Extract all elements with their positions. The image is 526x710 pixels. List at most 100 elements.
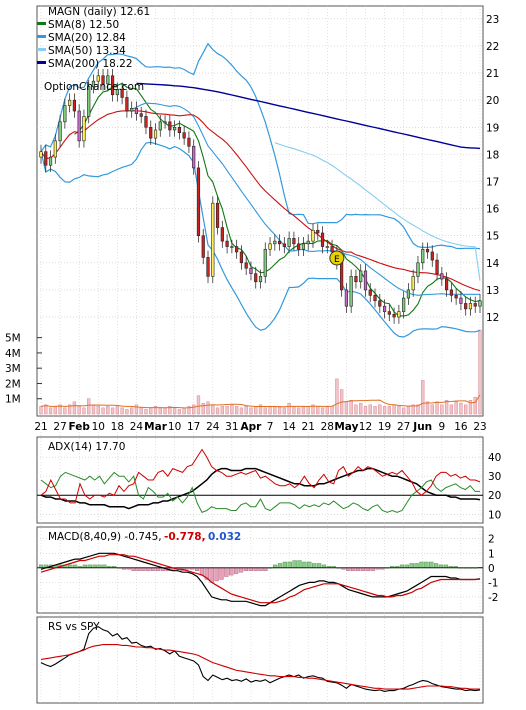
volume-bar (440, 404, 444, 415)
volume-bar (249, 407, 253, 415)
adx-tick-label: 40 (488, 452, 501, 464)
macd-histogram-bar (238, 567, 244, 573)
candle-body (430, 251, 434, 261)
volume-bar (115, 406, 120, 415)
macd-line-signal (40, 554, 481, 604)
volume-bar (335, 378, 339, 415)
x-tick-label: Jun (412, 421, 432, 433)
candle-body (344, 289, 348, 307)
candle-body (153, 129, 158, 139)
x-tick-label: Apr (241, 421, 263, 433)
macd-histogram-bar (102, 564, 107, 569)
candle-body (330, 246, 334, 253)
volume-bar (72, 401, 77, 415)
macd-histogram-bar (151, 567, 156, 571)
volume-bar (96, 406, 100, 415)
macd-title: MACD(8,40,9) -0.745, -0.778, 0.032 (48, 531, 241, 543)
macd-histogram-bar (82, 564, 88, 569)
volume-bar (325, 406, 329, 415)
macd-histogram-bar (302, 561, 307, 569)
earnings-marker-circle (329, 250, 345, 266)
adx-tick-label: 20 (488, 490, 501, 502)
adx-line-adx (40, 467, 481, 510)
macd-histogram-bar (346, 567, 351, 571)
macd-histogram-bar (409, 563, 414, 569)
macd-hist-value: 0.032 (208, 531, 241, 543)
volume-bar (77, 406, 81, 415)
macd-histogram-bar (263, 567, 268, 571)
candle-body (182, 132, 186, 139)
macd-tick-label: 2 (488, 534, 495, 546)
volume-bar (425, 401, 430, 415)
macd-histogram-bar (287, 561, 292, 569)
rs-line-rsma (40, 644, 480, 690)
volume-bar (177, 409, 182, 415)
candle-body (101, 75, 105, 85)
candle-body (421, 248, 425, 264)
candle-body (58, 121, 62, 142)
candle-body (268, 243, 272, 250)
volume-bar (464, 404, 468, 415)
candle-body (239, 251, 244, 264)
x-tick-label: 7 (267, 421, 274, 433)
candle-body (359, 270, 363, 283)
volume-bar (359, 403, 363, 415)
candle-body (397, 311, 401, 318)
volume-bar (110, 407, 115, 415)
volume-bar (63, 407, 67, 415)
macd-histogram-bar (297, 560, 302, 569)
bollinger-lower-band (40, 141, 481, 338)
volume-bar (435, 401, 439, 415)
candle-body (464, 303, 468, 310)
adx-line-di (40, 471, 480, 514)
price-tick-label: 18 (486, 149, 499, 161)
macd-histogram-bar (355, 567, 361, 571)
legend-sma200: SMA(200) 18.22 (48, 58, 133, 70)
macd-histogram-bar (429, 561, 434, 569)
macd-tick-label: 0 (488, 563, 495, 575)
macd-histogram-bar (399, 564, 405, 569)
x-tick-label: 14 (282, 421, 296, 433)
sma-line-sma8 (74, 82, 481, 317)
candle-body (163, 121, 167, 124)
volume-bar (225, 406, 229, 415)
macd-histogram-bar (273, 564, 278, 569)
macd-histogram-bar (214, 567, 219, 582)
volume-bar (416, 404, 420, 415)
earnings-marker-label: E (334, 255, 340, 265)
x-tick-label: 17 (187, 421, 200, 433)
candle-body (196, 167, 201, 237)
candle-body (373, 295, 377, 302)
candle-body (263, 248, 267, 277)
x-tick-label: 12 (359, 421, 372, 433)
candle-body (349, 276, 353, 307)
candle-body (425, 248, 430, 253)
candle-body (402, 297, 406, 312)
volume-bar (168, 406, 172, 415)
macd-histogram-bar (38, 564, 44, 569)
macd-histogram-bar (443, 564, 448, 569)
price-tick-label: 17 (486, 176, 499, 188)
volume-bar (363, 406, 368, 415)
macd-histogram-bar (424, 561, 429, 569)
macd-histogram-bar (312, 563, 317, 569)
volume-tick-label: 3M (5, 363, 21, 375)
candle-body (435, 259, 439, 274)
volume-bar (406, 406, 411, 415)
candle-body (306, 240, 310, 245)
volume-tick-label: 4M (5, 348, 21, 360)
volume-bar (282, 407, 287, 415)
candle-body (316, 229, 320, 234)
x-tick-label: 23 (473, 421, 486, 433)
macd-histogram-bar (73, 564, 78, 569)
volume-bar (182, 407, 186, 415)
candle-body (363, 270, 368, 291)
macd-histogram-bar (224, 567, 229, 577)
candle-body (378, 300, 382, 307)
volume-bar (101, 407, 105, 415)
volume-bar (196, 395, 201, 415)
volume-bar (91, 404, 96, 415)
volume-bar (220, 406, 224, 415)
rs-title: RS vs SPY (48, 621, 100, 633)
macd-histogram-bar (155, 567, 161, 571)
